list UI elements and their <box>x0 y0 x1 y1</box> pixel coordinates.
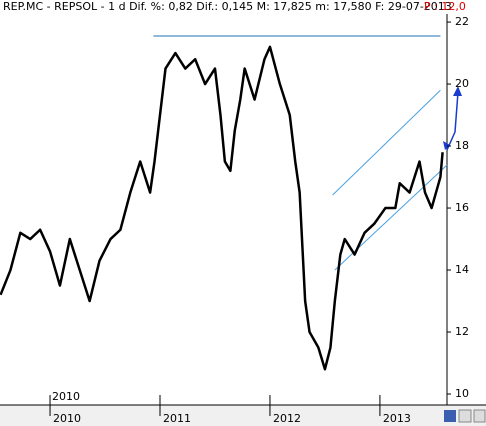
x-tick-label: 2010 <box>53 412 81 425</box>
arrow-tail <box>443 141 450 150</box>
price-line <box>0 45 444 371</box>
trend-line <box>332 89 441 196</box>
pin-icon[interactable] <box>458 409 472 423</box>
y-tick-label: 16 <box>455 201 469 214</box>
y-tick-label: 18 <box>455 139 469 152</box>
y-tick-label: 22 <box>455 15 469 28</box>
y-tick-label: 10 <box>455 387 469 400</box>
close-icon[interactable] <box>473 409 486 423</box>
chart-subtitle: P : 12,0 <box>424 0 466 13</box>
arrow-head <box>453 86 462 96</box>
x-tick-label: 2011 <box>163 412 191 425</box>
toolbar <box>444 409 486 423</box>
arrow <box>443 86 462 151</box>
arrow-line <box>446 91 459 151</box>
period-label: 2010 <box>52 390 80 403</box>
y-tick-label: 20 <box>455 77 469 90</box>
x-tick-label: 2012 <box>273 412 301 425</box>
x-tick-label: 2013 <box>383 412 411 425</box>
chart-title: REP.MC - REPSOL - 1 d Dif. %: 0,82 Dif.:… <box>3 0 452 13</box>
x-axis-band <box>0 405 486 426</box>
save-icon[interactable] <box>444 410 456 422</box>
y-tick-label: 14 <box>455 263 469 276</box>
y-tick-label: 12 <box>455 325 469 338</box>
